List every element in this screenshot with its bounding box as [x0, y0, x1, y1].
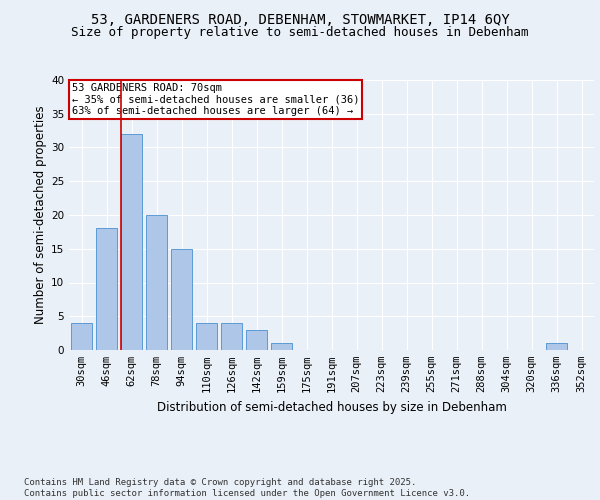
Text: 53, GARDENERS ROAD, DEBENHAM, STOWMARKET, IP14 6QY: 53, GARDENERS ROAD, DEBENHAM, STOWMARKET… [91, 12, 509, 26]
Bar [196, 323, 217, 350]
Bar [221, 323, 242, 350]
Bar [96, 228, 117, 350]
Bar [171, 248, 192, 350]
Bar [71, 323, 92, 350]
Bar [271, 343, 292, 350]
Bar [246, 330, 267, 350]
Y-axis label: Number of semi-detached properties: Number of semi-detached properties [34, 106, 47, 324]
Text: Contains HM Land Registry data © Crown copyright and database right 2025.
Contai: Contains HM Land Registry data © Crown c… [24, 478, 470, 498]
X-axis label: Distribution of semi-detached houses by size in Debenham: Distribution of semi-detached houses by … [157, 400, 506, 413]
Text: 53 GARDENERS ROAD: 70sqm
← 35% of semi-detached houses are smaller (36)
63% of s: 53 GARDENERS ROAD: 70sqm ← 35% of semi-d… [71, 82, 359, 116]
Bar [146, 215, 167, 350]
Bar [546, 343, 567, 350]
Text: Size of property relative to semi-detached houses in Debenham: Size of property relative to semi-detach… [71, 26, 529, 39]
Bar [121, 134, 142, 350]
